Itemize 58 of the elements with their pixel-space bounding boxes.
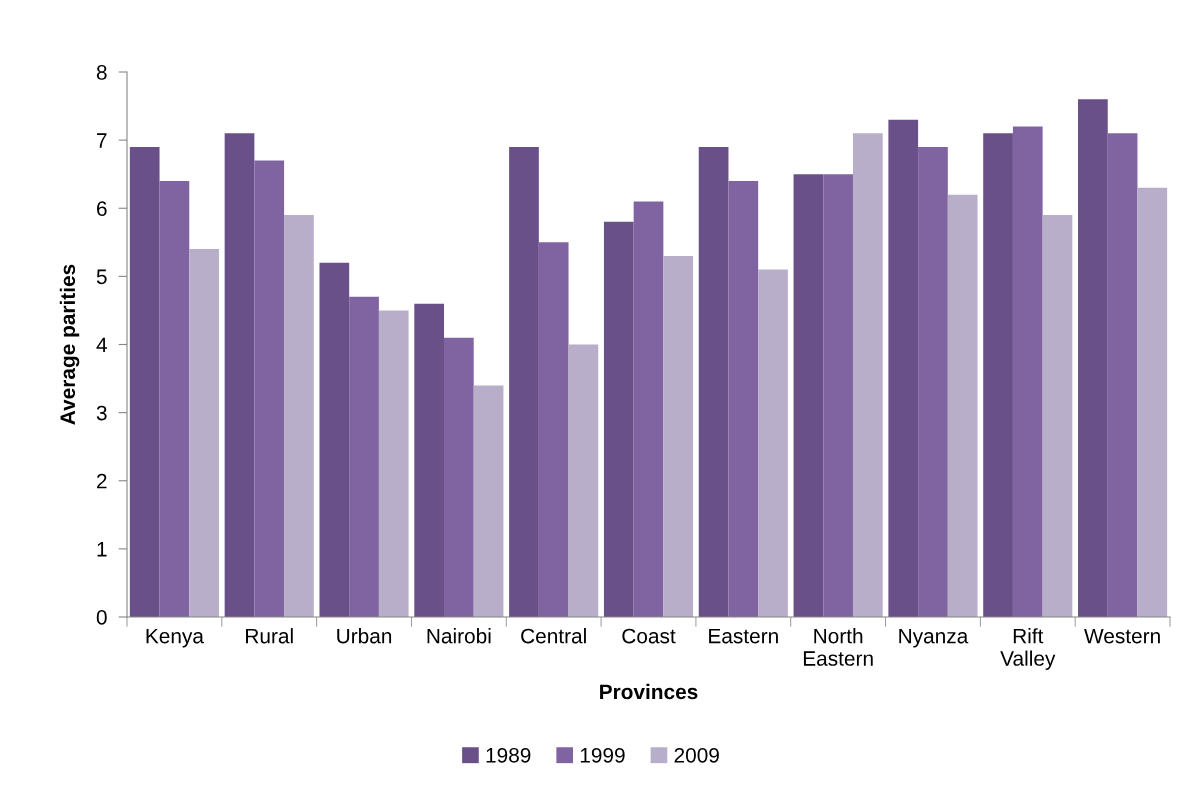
- bar: [189, 249, 219, 617]
- bar: [159, 181, 190, 617]
- bar: [224, 133, 255, 617]
- bar: [509, 146, 539, 617]
- bar: [568, 344, 599, 617]
- x-tick-label: Kenya: [146, 628, 204, 648]
- x-tick-label: Nairobi: [427, 628, 491, 644]
- bar: [349, 296, 379, 617]
- y-axis-title: Average parities: [59, 264, 80, 425]
- bar: [129, 146, 160, 617]
- bar: [983, 133, 1013, 617]
- x-tick-label: Rural: [246, 628, 293, 644]
- bar: [918, 146, 948, 617]
- bar: [473, 385, 504, 617]
- bar: [444, 337, 474, 617]
- legend-label: 1989: [486, 747, 531, 763]
- x-tick-label: Western: [1084, 628, 1160, 644]
- y-tick-label: 0: [96, 610, 107, 625]
- bar: [663, 255, 694, 617]
- bar: [633, 201, 664, 617]
- y-tick-label: 5: [96, 269, 107, 285]
- x-tick-label: Central: [521, 628, 586, 644]
- bar: [378, 310, 409, 617]
- bar: [319, 262, 350, 617]
- bar: [1137, 187, 1168, 617]
- bar: [758, 269, 788, 617]
- x-tick-label: North Eastern: [803, 628, 873, 666]
- x-tick-label: Urban: [337, 628, 392, 644]
- bar: [1078, 99, 1108, 617]
- x-tick-label: Nyanza: [899, 628, 969, 648]
- bar: [793, 174, 824, 617]
- x-tick-label: Rift Valley: [1000, 628, 1056, 670]
- bar: [538, 242, 569, 617]
- bar: [284, 215, 314, 617]
- bar: [823, 174, 853, 617]
- bar: [698, 146, 729, 617]
- bar: [254, 160, 285, 617]
- y-tick-label: 3: [96, 405, 107, 421]
- y-tick-label: 6: [97, 201, 107, 216]
- y-tick-label: 4: [96, 337, 107, 353]
- y-tick-label: 1: [97, 542, 107, 557]
- y-tick-label: 7: [97, 133, 107, 148]
- bar: [852, 133, 883, 617]
- bar: [414, 303, 445, 617]
- y-tick-label: 2: [97, 473, 107, 489]
- legend-label: 2009: [674, 747, 719, 763]
- bar: [947, 194, 978, 617]
- x-axis-title: Provinces: [600, 683, 698, 700]
- bar: [1012, 126, 1043, 617]
- bar: [1042, 215, 1073, 617]
- legend-label: 1999: [580, 747, 625, 763]
- y-tick-label: 8: [96, 65, 107, 80]
- bar: [728, 181, 759, 617]
- bar: [603, 221, 634, 617]
- x-tick-label: Coast: [622, 628, 676, 644]
- bar: [1107, 133, 1138, 617]
- bar: [888, 119, 919, 617]
- x-tick-label: Eastern: [709, 628, 778, 644]
